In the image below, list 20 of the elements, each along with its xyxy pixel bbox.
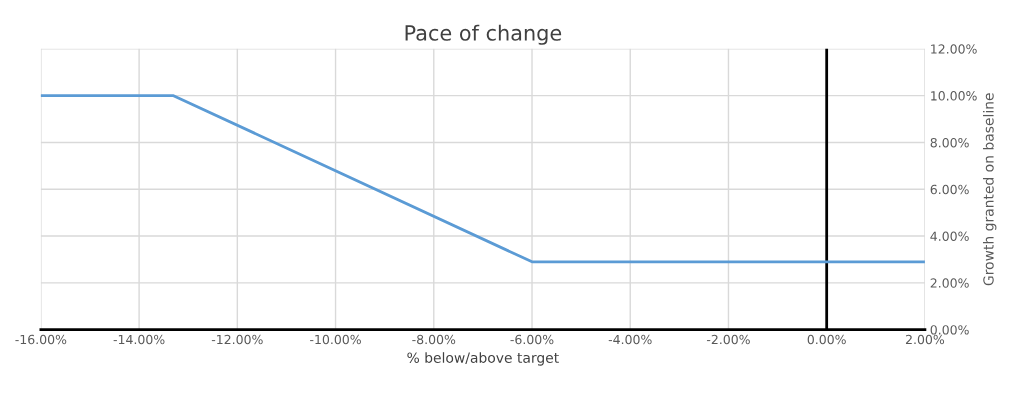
x-tick-label: -12.00% [211,334,263,345]
y2-tick-label: 4.00% [930,231,969,241]
x-tick-label: -14.00% [113,334,165,345]
y2-tick-label: 6.00% [930,184,969,195]
x-axis-title: % below/above target [407,352,559,366]
y2-tick-label: 12.00% [931,44,977,54]
x-tick-label: -8.00% [412,334,456,345]
x-tick-label: 2.00% [905,334,945,345]
y2-tick-label: 8.00% [930,137,969,148]
x-tick-label: -4.00% [608,334,652,345]
x-tick-label: -10.00% [310,334,361,345]
x-tick-label: 0.00% [807,334,846,345]
y2-axis-title: Growth granted on baseline [982,93,997,286]
y2-tick-label: 0.00% [930,325,969,335]
y2-tick-label: 10.00% [931,91,977,101]
y2-tick-label: 2.00% [930,278,969,288]
x-tick-label: -16.00% [15,334,67,345]
chart-title: Pace of change [405,24,562,45]
x-tick-label: -2.00% [706,334,750,345]
x-tick-label: -6.00% [510,334,554,345]
